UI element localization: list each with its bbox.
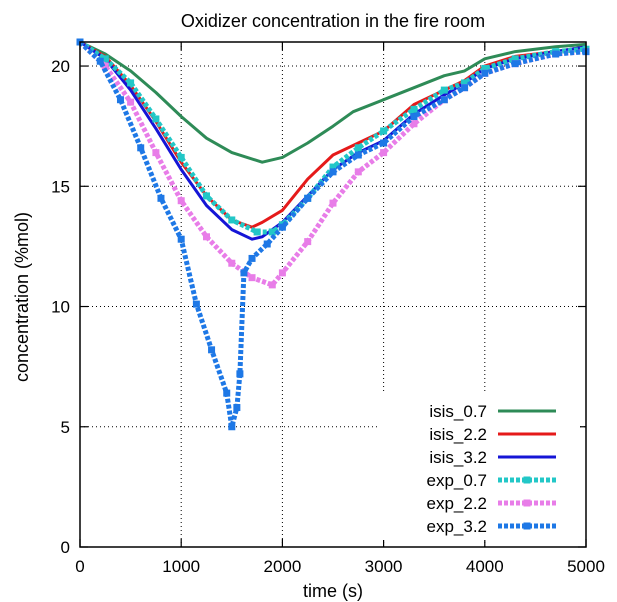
legend: isis_0.7 isis_2.2 isis_3.2 exp_0.7 exp_2.2ex… (380, 392, 580, 540)
x-tick-label: 2000 (263, 557, 301, 576)
series-marker-3 (354, 144, 362, 152)
series-marker-3 (410, 105, 418, 113)
series-marker-5 (116, 96, 124, 104)
series-marker-5 (354, 151, 362, 159)
legend-label: isis_3.2 (429, 448, 487, 467)
series-marker-3 (152, 115, 160, 123)
legend-label: isis_2.2 (429, 425, 487, 444)
series-marker-5 (511, 60, 519, 68)
series-marker-5 (278, 223, 286, 231)
series-marker-3 (511, 55, 519, 63)
series-line-2 (79, 40, 587, 241)
x-tick-label: 4000 (466, 557, 504, 576)
series-marker-5 (233, 404, 241, 412)
chart-title: Oxidizer concentration in the fire room (181, 11, 485, 31)
series-marker-5 (380, 139, 388, 147)
series-line-3 (78, 39, 587, 235)
series-marker-5 (263, 240, 271, 248)
series-marker-5 (552, 50, 560, 58)
series-marker-5 (137, 144, 145, 152)
legend-label: exp_3.2 (427, 517, 488, 536)
axis-ticks: 0 1000 2000 3000 4000 5000 0 5 10 15 20 (51, 42, 605, 576)
series-marker-5 (248, 254, 256, 262)
series-marker-5 (240, 269, 248, 277)
legend-marker (523, 476, 531, 484)
series-marker-4 (101, 62, 109, 70)
legend-marker (523, 522, 531, 530)
series-marker-5 (461, 84, 469, 92)
series-marker-3 (177, 153, 185, 161)
series-marker-3 (329, 163, 337, 171)
series-marker-5 (410, 113, 418, 121)
grid (80, 42, 586, 547)
x-tick-label: 5000 (567, 557, 605, 576)
series-marker-5 (157, 194, 165, 202)
y-axis-label: concentration (%mol) (12, 212, 32, 382)
series-marker-5 (304, 194, 312, 202)
series-marker-4 (329, 199, 337, 207)
series-marker-4 (228, 259, 236, 267)
data-series (76, 38, 590, 431)
y-tick-label: 15 (51, 177, 70, 196)
series-marker-4 (278, 269, 286, 277)
series-marker-3 (253, 228, 261, 236)
series-marker-3 (461, 79, 469, 87)
series-marker-5 (228, 423, 236, 431)
series-marker-3 (127, 79, 135, 87)
series-marker-4 (410, 120, 418, 128)
series-marker-3 (481, 64, 489, 72)
series-marker-4 (304, 238, 312, 246)
series-marker-4 (127, 98, 135, 106)
series-marker-5 (192, 300, 200, 308)
legend-label: exp_0.7 (427, 471, 488, 490)
legend-marker (523, 499, 531, 507)
series-marker-4 (152, 149, 160, 157)
series-marker-4 (268, 281, 276, 289)
series-marker-5 (481, 69, 489, 77)
series-marker-3 (101, 55, 109, 63)
x-tick-label: 0 (75, 557, 84, 576)
series-marker-4 (248, 274, 256, 282)
series-marker-5 (236, 370, 244, 378)
series-marker-4 (177, 197, 185, 205)
legend-label: exp_2.2 (427, 494, 488, 513)
series-marker-3 (268, 228, 276, 236)
series-marker-3 (228, 216, 236, 224)
series-marker-4 (380, 149, 388, 157)
x-tick-label: 3000 (365, 557, 403, 576)
y-tick-label: 10 (51, 298, 70, 317)
series-line-4 (78, 40, 587, 288)
y-tick-label: 0 (61, 538, 70, 557)
x-axis-label: time (s) (303, 581, 363, 601)
series-marker-4 (354, 168, 362, 176)
legend-label: isis_0.7 (429, 402, 487, 421)
series-marker-5 (223, 389, 231, 397)
x-tick-label: 1000 (162, 557, 200, 576)
y-tick-label: 5 (61, 418, 70, 437)
series-marker-3 (203, 192, 210, 200)
series-line-5 (78, 40, 587, 430)
y-tick-label: 20 (51, 57, 70, 76)
series-marker-4 (203, 233, 210, 241)
series-marker-5 (208, 346, 216, 354)
series-marker-5 (96, 57, 104, 65)
series-marker-5 (177, 235, 185, 243)
legend-box (380, 392, 580, 540)
plot-frame (79, 41, 587, 548)
series-marker-5 (329, 168, 337, 176)
series-marker-3 (380, 127, 388, 135)
series-marker-5 (440, 96, 448, 104)
series-marker-3 (440, 86, 448, 94)
series-line-0 (79, 40, 587, 164)
